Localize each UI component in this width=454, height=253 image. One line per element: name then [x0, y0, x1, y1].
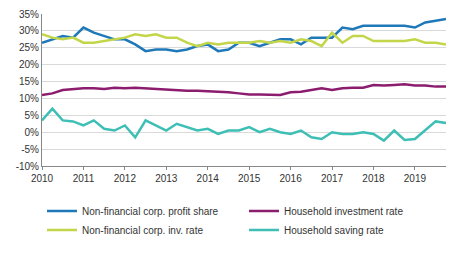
svg-text:2013: 2013	[155, 173, 178, 184]
svg-text:2014: 2014	[197, 173, 220, 184]
svg-text:Non-financial corp. inv. rate: Non-financial corp. inv. rate	[82, 225, 203, 236]
svg-text:20%: 20%	[19, 59, 39, 70]
svg-text:0%: 0%	[25, 127, 40, 138]
svg-text:2011: 2011	[73, 173, 95, 184]
svg-text:15%: 15%	[19, 76, 39, 87]
svg-text:35%: 35%	[19, 9, 39, 20]
svg-text:30%: 30%	[19, 25, 39, 36]
svg-text:-10%: -10%	[16, 161, 39, 172]
svg-text:Household investment rate: Household investment rate	[284, 206, 403, 217]
svg-text:2016: 2016	[279, 173, 302, 184]
svg-text:5%: 5%	[25, 110, 40, 121]
svg-text:-5%: -5%	[21, 144, 39, 155]
svg-text:25%: 25%	[19, 42, 39, 53]
svg-text:2012: 2012	[114, 173, 137, 184]
svg-text:Non-financial corp. profit sha: Non-financial corp. profit share	[82, 206, 219, 217]
svg-text:10%: 10%	[19, 93, 39, 104]
svg-text:2010: 2010	[31, 173, 54, 184]
svg-text:Household saving rate: Household saving rate	[284, 225, 384, 236]
svg-text:2018: 2018	[362, 173, 385, 184]
svg-text:2019: 2019	[404, 173, 427, 184]
svg-text:2017: 2017	[321, 173, 344, 184]
svg-text:2015: 2015	[238, 173, 261, 184]
